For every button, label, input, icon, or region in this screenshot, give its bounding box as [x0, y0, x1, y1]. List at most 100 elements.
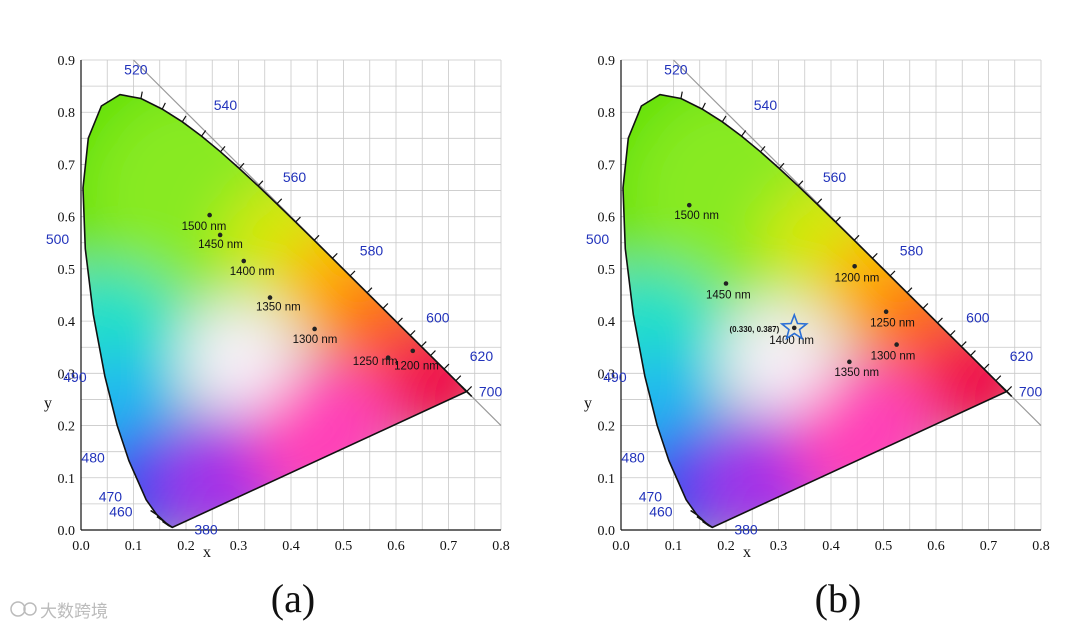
y-tick-label: 0.8: [598, 106, 616, 121]
x-tick-label: 0.7: [440, 539, 458, 554]
wavelength-label: 490: [63, 369, 87, 385]
x-tick-label: 0.1: [125, 539, 143, 554]
data-point-label: 1200 nm: [394, 361, 439, 373]
x-tick-label: 0.8: [1032, 539, 1050, 554]
wavelength-label: 480: [621, 450, 645, 466]
x-axis-label: x: [203, 544, 211, 561]
x-tick-label: 0.6: [927, 539, 945, 554]
wavelength-label: 470: [99, 489, 123, 505]
wavelength-label: 470: [639, 489, 663, 505]
wavelength-label: 600: [966, 310, 990, 326]
wavelength-label: 520: [124, 61, 148, 77]
y-tick-label: 0.5: [58, 263, 76, 278]
x-tick-label: 0.3: [770, 539, 788, 554]
x-tick-label: 0.0: [72, 539, 90, 554]
white-point-label: (0.330, 0.387): [729, 325, 779, 334]
data-point: [267, 295, 273, 300]
data-point-label: 1250 nm: [353, 356, 398, 368]
data-point: [241, 258, 247, 264]
data-point: [410, 348, 416, 354]
data-point-label: 1300 nm: [293, 334, 338, 346]
wavelength-label: 460: [649, 503, 673, 519]
wavelength-label: 500: [46, 231, 70, 247]
wavelength-label: 700: [479, 384, 503, 400]
y-tick-label: 0.4: [598, 315, 616, 330]
data-point-label: 1500 nm: [674, 210, 719, 222]
star-icon: [779, 312, 809, 341]
y-tick-label: 0.7: [58, 158, 76, 173]
wavelength-label: 480: [81, 450, 105, 466]
panel-label-b: (b): [815, 576, 862, 621]
locus-ticks: [680, 91, 1013, 529]
panel-a: 0.0 0.1 0.2 0.3 0.4 0.5 0.6 0.7 0.8 0.0 0.1 0.2 0.3 0…: [44, 54, 510, 561]
y-tick-label: 0.0: [598, 524, 616, 539]
x-tick-label: 0.4: [282, 539, 300, 554]
x-tick-label: 0.5: [875, 539, 893, 554]
wavelength-label: 490: [603, 369, 627, 385]
y-tick-label: 0.9: [58, 54, 76, 69]
y-tick-label: 0.6: [58, 211, 76, 226]
panel-label-a: (a): [271, 576, 315, 621]
data-point: [686, 202, 692, 208]
data-point-label: 1200 nm: [835, 272, 880, 284]
watermark-logo-icon: [10, 601, 37, 617]
data-point: [852, 263, 857, 269]
x-axis-label: x: [743, 544, 751, 561]
data-point: [723, 281, 729, 286]
data-point-label: 1400 nm: [769, 335, 814, 347]
x-tick-label: 0.7: [980, 539, 998, 554]
y-tick-label: 0.1: [598, 472, 616, 487]
y-axis-label: y: [584, 395, 592, 412]
wavelength-label: 560: [283, 169, 307, 185]
data-point: [883, 309, 889, 315]
data-point-label: 1500 nm: [182, 221, 227, 233]
wavelength-label: 600: [426, 310, 450, 326]
y-tick-label: 0.9: [598, 54, 616, 69]
watermark-text: 大数跨境: [40, 602, 108, 622]
x-tick-label: 0.1: [665, 539, 683, 554]
data-point: [847, 359, 852, 365]
spectral-locus: [622, 93, 1009, 529]
data-point-label: 1300 nm: [871, 351, 916, 363]
data-point: [207, 212, 212, 218]
x-tick-label: 0.6: [387, 539, 405, 554]
x-tick-label: 0.4: [822, 539, 840, 554]
y-tick-label: 0.0: [58, 524, 76, 539]
data-point-label: 1450 nm: [706, 290, 751, 302]
y-tick-label: 0.7: [598, 158, 616, 173]
x-tick-label: 0.5: [335, 539, 353, 554]
wavelength-label: 380: [734, 521, 758, 537]
wavelength-label: 380: [194, 521, 218, 537]
y-tick-label: 0.2: [598, 420, 616, 435]
data-point-label: 1400 nm: [230, 266, 275, 278]
y-tick-label: 0.8: [58, 106, 76, 121]
wavelength-label: 580: [360, 243, 384, 259]
data-point: [894, 342, 899, 347]
y-tick-label: 0.3: [58, 367, 76, 382]
wavelength-label: 580: [900, 243, 924, 259]
x-tick-label: 0.2: [717, 539, 735, 554]
data-point-label: 1450 nm: [198, 239, 243, 251]
wavelength-label: 540: [214, 97, 238, 113]
data-point-label: 1350 nm: [834, 367, 879, 379]
wavelength-label: 620: [470, 348, 494, 364]
spectral-locus: [82, 93, 469, 529]
panel-b: 0.0 0.1 0.2 0.3 0.4 0.5 0.6 0.7 0.8 0.0 0.1 0.2 0.3 0…: [584, 54, 1050, 561]
data-point: [312, 326, 317, 332]
wavelength-label: 560: [823, 169, 847, 185]
wavelength-label: 700: [1019, 384, 1043, 400]
wavelength-label: 500: [586, 231, 610, 247]
y-tick-label: 0.1: [58, 472, 76, 487]
wavelength-label: 520: [664, 61, 688, 77]
wavelength-label: 460: [109, 503, 133, 519]
y-tick-label: 0.6: [598, 211, 616, 226]
y-tick-label: 0.4: [58, 315, 76, 330]
gamut-color-fill: [83, 94, 467, 528]
y-tick-label: 0.3: [598, 367, 616, 382]
locus-ticks: [140, 91, 473, 529]
y-axis-label: y: [44, 395, 52, 412]
y-tick-label: 0.5: [598, 263, 616, 278]
x-tick-label: 0.0: [612, 539, 630, 554]
wavelength-label: 620: [1010, 348, 1034, 364]
